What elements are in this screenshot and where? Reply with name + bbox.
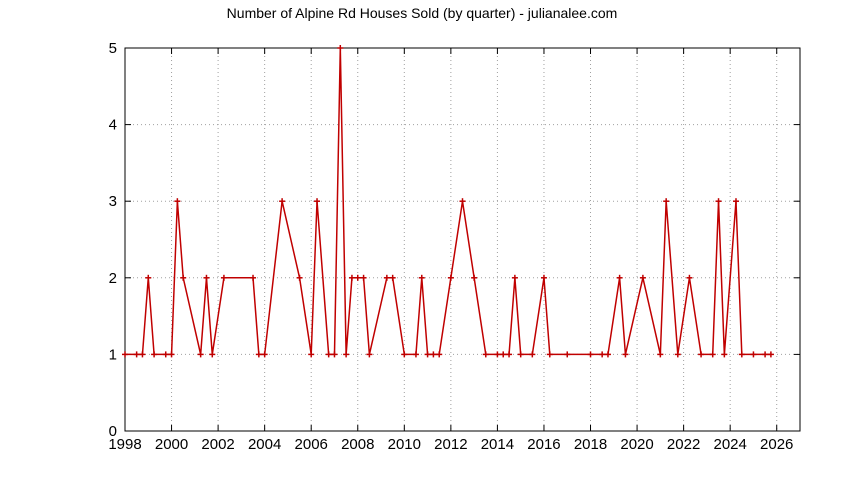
y-tick-label: 5: [109, 40, 117, 57]
data-point: [255, 351, 262, 358]
data-point: [261, 351, 268, 358]
data-point: [715, 198, 722, 205]
data-point: [494, 351, 501, 358]
data-point: [604, 351, 611, 358]
x-tick-label: 2012: [434, 436, 467, 453]
data-point: [331, 351, 338, 358]
data-point: [698, 351, 705, 358]
data-point: [599, 351, 606, 358]
x-tick-label: 2000: [155, 436, 188, 453]
data-point: [424, 351, 431, 358]
x-tick-label: 2014: [481, 436, 514, 453]
y-tick-label: 4: [109, 117, 117, 134]
data-point: [337, 45, 344, 51]
data-point: [279, 198, 286, 205]
data-point: [412, 351, 419, 358]
data-point: [709, 351, 716, 358]
data-point: [546, 351, 553, 358]
data-point: [622, 351, 629, 358]
y-tick-label: 2: [109, 270, 117, 287]
data-point: [738, 351, 745, 358]
x-tick-label: 1998: [108, 436, 141, 453]
data-point: [762, 351, 769, 358]
x-tick-label: 2024: [713, 436, 746, 453]
y-axis-tick-labels: 0 1 2 3 4 5: [109, 40, 117, 440]
data-point: [686, 274, 693, 281]
y-tick-label: 1: [109, 346, 117, 363]
data-point: [250, 274, 257, 281]
data-point: [151, 351, 158, 358]
data-point: [482, 351, 489, 358]
data-point: [540, 274, 547, 281]
data-point: [459, 198, 466, 205]
data-point: [564, 351, 571, 358]
x-tick-label: 2016: [527, 436, 560, 453]
y-tick-label: 0: [109, 423, 117, 440]
grid: [125, 48, 800, 431]
data-point: [663, 198, 670, 205]
data-point: [296, 274, 303, 281]
x-tick-label: 2002: [201, 436, 234, 453]
data-point: [529, 351, 536, 358]
x-tick-label: 2010: [388, 436, 421, 453]
y-tick-label: 3: [109, 193, 117, 210]
x-tick-label: 2008: [341, 436, 374, 453]
chart-title: Number of Alpine Rd Houses Sold (by quar…: [227, 5, 618, 21]
data-point: [511, 274, 518, 281]
data-point: [139, 351, 146, 358]
data-point: [750, 351, 757, 358]
data-point: [314, 198, 321, 205]
data-point: [168, 351, 175, 358]
data-point: [180, 274, 187, 281]
data-point: [674, 351, 681, 358]
data-point: [383, 274, 390, 281]
axis-ticks: [124, 47, 800, 432]
data-point: [616, 274, 623, 281]
data-point: [418, 274, 425, 281]
data-point: [343, 351, 350, 358]
x-tick-label: 2006: [295, 436, 328, 453]
x-tick-label: 2026: [760, 436, 793, 453]
data-point: [122, 351, 128, 358]
data-point: [220, 274, 227, 281]
data-point: [721, 351, 728, 358]
data-point: [197, 351, 204, 358]
data-point: [174, 198, 181, 205]
data-point: [348, 274, 355, 281]
x-axis-tick-labels: 1998 2000 2002 2004 2006 2008 2010 2012 2014 2016…: [108, 436, 793, 453]
data-point: [657, 351, 664, 358]
data-point: [517, 351, 524, 358]
data-point: [447, 274, 454, 281]
x-tick-label: 2004: [248, 436, 281, 453]
data-point: [360, 274, 367, 281]
data-point: [366, 351, 373, 358]
data-point: [133, 351, 140, 358]
data-point: [325, 351, 332, 358]
data-point: [401, 351, 408, 358]
data-point: [430, 351, 437, 358]
data-point: [732, 198, 739, 205]
x-tick-label: 2018: [574, 436, 607, 453]
data-point: [436, 351, 443, 358]
data-point: [587, 351, 594, 358]
plot-area: [124, 47, 801, 432]
x-tick-label: 2022: [667, 436, 700, 453]
data-point: [767, 351, 774, 358]
data-point: [203, 274, 210, 281]
data-point: [209, 351, 216, 358]
data-point: [500, 351, 507, 358]
data-point: [506, 351, 513, 358]
data-point: [308, 351, 315, 358]
data-point: [639, 274, 646, 281]
data-point: [471, 274, 478, 281]
data-point: [145, 274, 152, 281]
data-point: [354, 274, 361, 281]
data-points: [122, 45, 774, 358]
data-point: [389, 274, 396, 281]
x-tick-label: 2020: [620, 436, 653, 453]
data-point: [162, 351, 169, 358]
